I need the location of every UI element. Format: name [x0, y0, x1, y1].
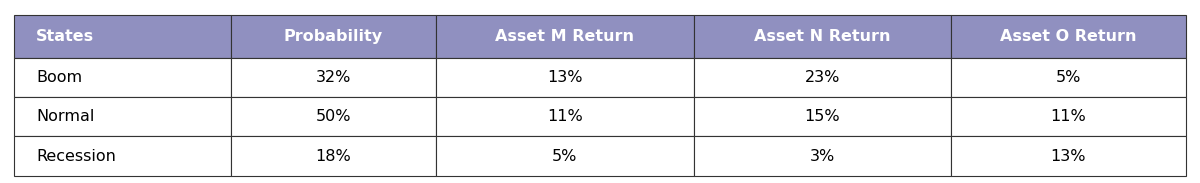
Bar	[694, 15, 952, 58]
Text: 11%: 11%	[547, 109, 583, 124]
Text: Normal: Normal	[36, 109, 95, 124]
Text: Asset O Return: Asset O Return	[1001, 29, 1136, 44]
Bar	[436, 137, 694, 176]
Text: 11%: 11%	[1051, 109, 1086, 124]
Bar	[14, 97, 232, 137]
Text: 13%: 13%	[547, 70, 583, 85]
Bar	[952, 97, 1186, 137]
Bar	[694, 97, 952, 137]
Bar	[952, 15, 1186, 58]
Text: 13%: 13%	[1051, 149, 1086, 164]
Text: Recession: Recession	[36, 149, 116, 164]
Bar	[232, 15, 436, 58]
Bar	[952, 58, 1186, 97]
Bar	[952, 137, 1186, 176]
Bar	[232, 97, 436, 137]
Bar	[14, 15, 232, 58]
Text: 23%: 23%	[805, 70, 840, 85]
Bar	[232, 58, 436, 97]
Text: Asset M Return: Asset M Return	[496, 29, 635, 44]
Text: Probability: Probability	[284, 29, 383, 44]
Bar	[694, 137, 952, 176]
Text: 5%: 5%	[1056, 70, 1081, 85]
Bar	[436, 15, 694, 58]
Text: 15%: 15%	[805, 109, 840, 124]
Text: 18%: 18%	[316, 149, 352, 164]
Text: 3%: 3%	[810, 149, 835, 164]
Text: States: States	[36, 29, 94, 44]
Text: 32%: 32%	[316, 70, 352, 85]
Bar	[14, 58, 232, 97]
Bar	[14, 137, 232, 176]
Text: Asset N Return: Asset N Return	[755, 29, 890, 44]
Bar	[694, 58, 952, 97]
Bar	[436, 58, 694, 97]
Bar	[232, 137, 436, 176]
Bar	[436, 97, 694, 137]
Text: 5%: 5%	[552, 149, 577, 164]
Text: 50%: 50%	[316, 109, 352, 124]
Text: Boom: Boom	[36, 70, 82, 85]
